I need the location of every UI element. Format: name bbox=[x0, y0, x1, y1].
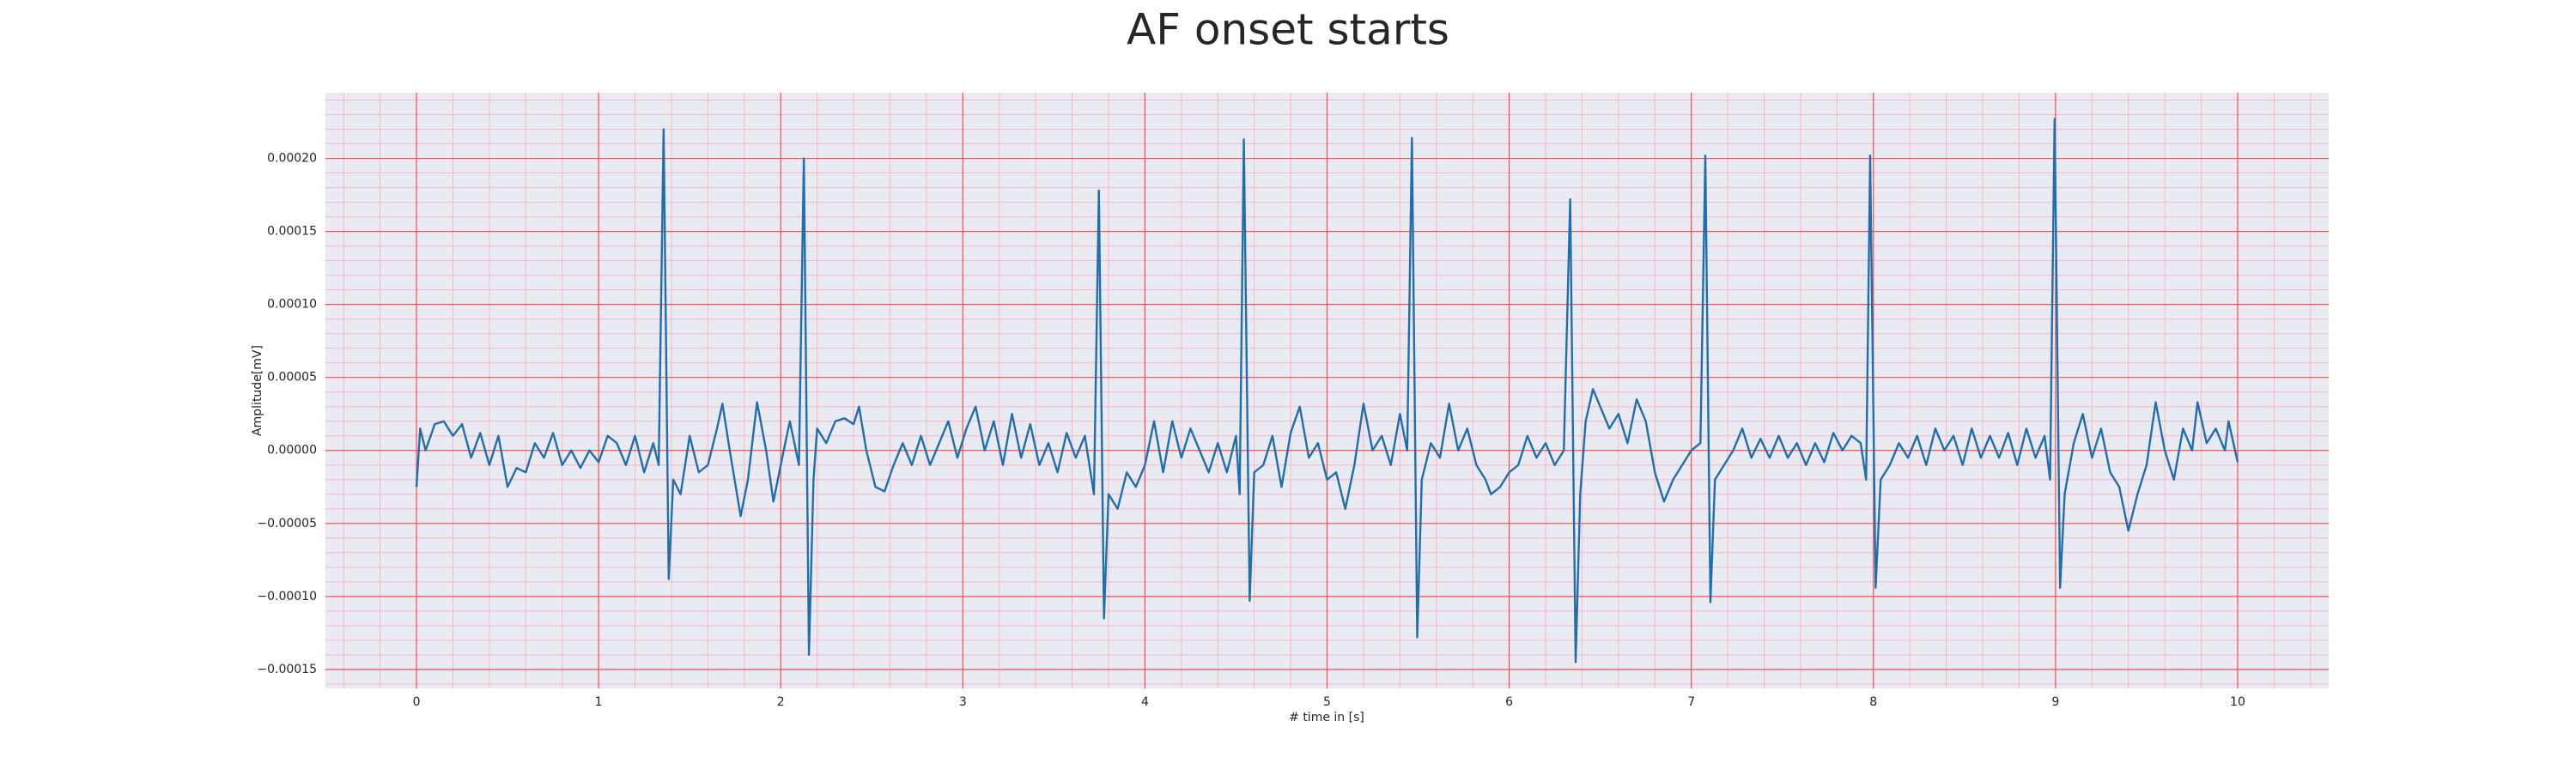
y-tick-label: 0.00010 bbox=[267, 298, 317, 312]
x-tick-label: 3 bbox=[959, 695, 967, 709]
ecg-line bbox=[415, 118, 2239, 664]
y-tick-label: −0.00015 bbox=[257, 663, 317, 676]
x-tick-label: 8 bbox=[1869, 695, 1877, 709]
y-tick-label: 0.00015 bbox=[267, 225, 317, 239]
y-tick-label: 0.00000 bbox=[267, 444, 317, 458]
y-tick-label: 0.00020 bbox=[267, 152, 317, 166]
y-axis-label: Amplitude[mV] bbox=[251, 345, 264, 436]
x-tick-label: 1 bbox=[595, 695, 603, 709]
x-tick-label: 4 bbox=[1141, 695, 1149, 709]
x-tick-label: 7 bbox=[1687, 695, 1695, 709]
y-tick-label: −0.00005 bbox=[257, 517, 317, 530]
x-tick-label: 5 bbox=[1323, 695, 1331, 709]
x-tick-label: 2 bbox=[777, 695, 785, 709]
y-tick-label: −0.00010 bbox=[257, 590, 317, 603]
x-tick-label: 6 bbox=[1505, 695, 1513, 709]
x-tick-label: 10 bbox=[2230, 695, 2245, 709]
x-tick-label: 0 bbox=[413, 695, 421, 709]
x-axis-label: # time in [s] bbox=[1289, 711, 1364, 724]
chart-title: AF onset starts bbox=[1127, 5, 1449, 55]
y-tick-label: 0.00005 bbox=[267, 371, 317, 385]
x-tick-label: 9 bbox=[2051, 695, 2059, 709]
